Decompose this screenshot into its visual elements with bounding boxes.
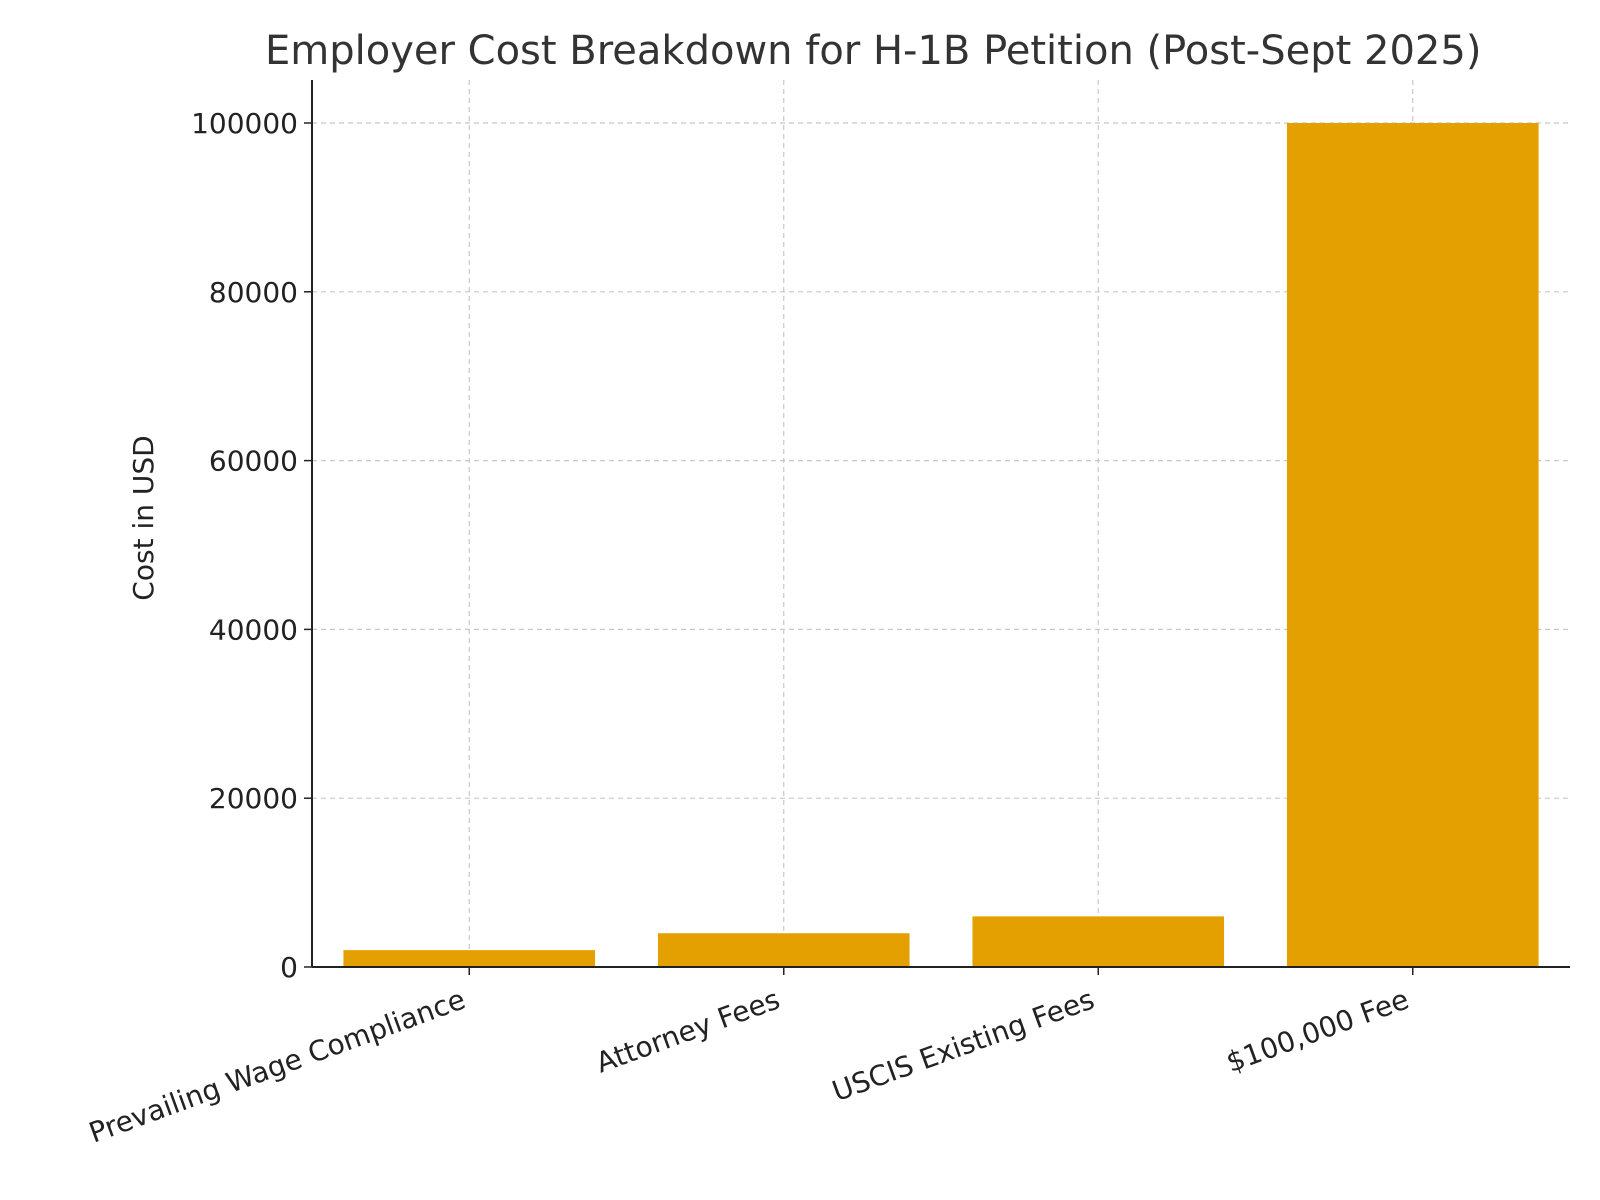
axis-layer	[304, 80, 1570, 975]
y-tick-label: 20000	[209, 782, 298, 815]
bar-layer	[343, 123, 1539, 967]
bar	[343, 950, 596, 967]
x-tick-label: Attorney Fees	[592, 983, 784, 1080]
y-tick-label: 100000	[191, 107, 298, 140]
y-axis-label: Cost in USD	[127, 435, 160, 600]
y-tick-label: 40000	[209, 613, 298, 646]
x-tick-label: $100,000 Fee	[1222, 983, 1413, 1080]
x-tick-label: Prevailing Wage Compliance	[85, 983, 470, 1150]
bar	[1286, 123, 1539, 967]
bar	[972, 916, 1225, 967]
chart-title: Employer Cost Breakdown for H-1B Petitio…	[265, 28, 1481, 74]
x-tick-label: USCIS Existing Fees	[828, 983, 1099, 1108]
y-tick-label: 60000	[209, 445, 298, 478]
bar	[657, 933, 910, 967]
y-tick-label: 80000	[209, 276, 298, 309]
label-layer: 0 20000 40000 60000 80000 100000 Prevailing Wa…	[85, 107, 1414, 1150]
y-tick-label: 0	[280, 951, 298, 984]
